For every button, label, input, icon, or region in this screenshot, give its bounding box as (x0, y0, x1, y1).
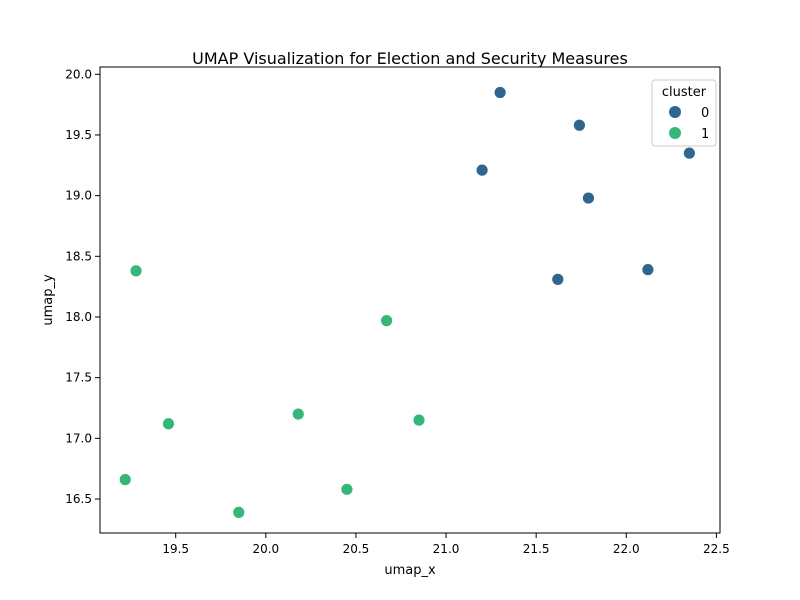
y-axis-label: umap_y (41, 274, 56, 326)
y-tick-label: 16.5 (65, 492, 92, 506)
legend-frame (651, 79, 717, 147)
data-points (118, 86, 696, 519)
y-tick-label: 18.0 (65, 310, 92, 324)
y-tick-label: 20.0 (65, 67, 92, 81)
chart-title: UMAP Visualization for Election and Secu… (192, 49, 628, 68)
legend-items: 01 (669, 106, 709, 142)
x-tick-label: 20.5 (343, 542, 370, 556)
data-point-cluster-1 (162, 417, 175, 431)
data-point-cluster-1 (232, 505, 246, 519)
data-point-cluster-1 (412, 413, 426, 427)
y-tick-label: 18.5 (65, 249, 92, 263)
data-point-cluster-1 (129, 264, 143, 278)
y-tick-label: 17.0 (65, 431, 92, 445)
x-tick-label: 21.0 (433, 542, 460, 556)
x-tick-label: 22.0 (613, 542, 640, 556)
data-point-cluster-0 (493, 86, 507, 99)
legend: cluster 01 (651, 79, 717, 147)
legend-marker-cluster-0 (669, 106, 681, 118)
x-tick-label: 22.5 (703, 542, 730, 556)
legend-label-cluster-0: 0 (701, 106, 709, 121)
legend-label-cluster-1: 1 (701, 127, 709, 142)
x-axis-label: umap_x (384, 563, 436, 578)
legend-title: cluster (662, 85, 707, 100)
data-point-cluster-1 (380, 314, 393, 328)
data-point-cluster-0 (582, 191, 595, 205)
x-tick-label: 19.5 (162, 542, 189, 556)
plot-area (99, 66, 721, 534)
x-axis: 19.5 20.0 20.5 21.0 21.5 22.0 22.5 (162, 533, 730, 556)
legend-marker-cluster-1 (669, 127, 681, 139)
x-tick-label: 21.5 (523, 542, 550, 556)
data-point-cluster-0 (551, 272, 565, 286)
data-point-cluster-1 (291, 407, 305, 421)
data-point-cluster-0 (475, 163, 489, 177)
y-tick-label: 17.5 (65, 371, 92, 385)
data-point-cluster-1 (340, 482, 354, 496)
y-tick-label: 19.0 (65, 189, 92, 203)
data-point-cluster-0 (641, 263, 655, 277)
x-tick-label: 20.0 (252, 542, 279, 556)
data-point-cluster-0 (682, 146, 696, 160)
data-point-cluster-0 (573, 118, 586, 132)
y-axis: 16.5 17.0 17.5 18.0 18.5 19.0 19.5 20.0 (65, 67, 100, 506)
data-point-cluster-1 (118, 473, 132, 487)
y-tick-label: 19.5 (65, 128, 92, 142)
